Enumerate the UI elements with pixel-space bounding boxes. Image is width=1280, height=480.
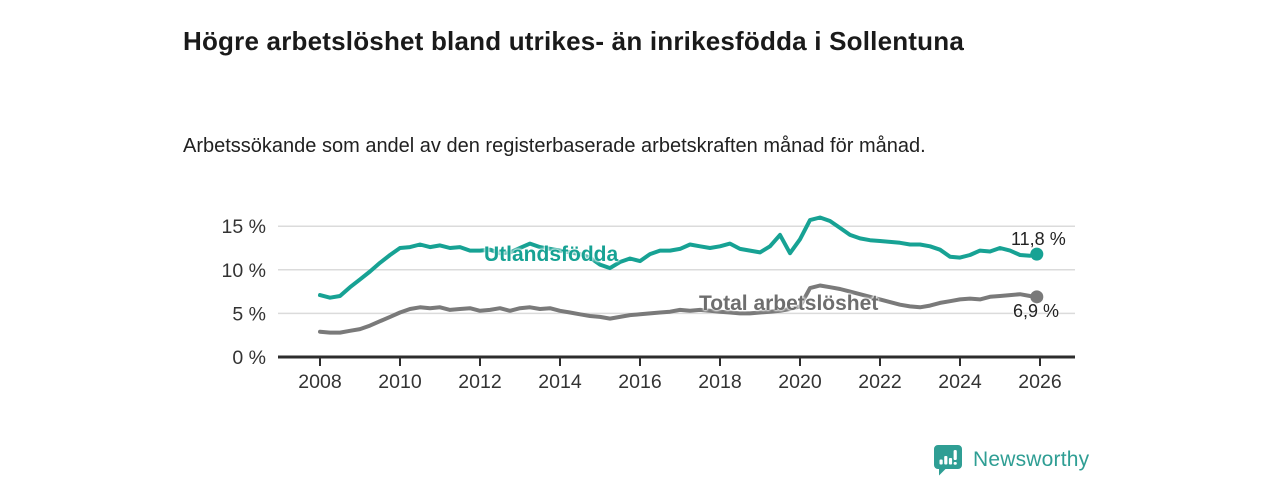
series-label-total-arbetsloshet: Total arbetslöshet bbox=[699, 292, 879, 315]
x-tick-label: 2008 bbox=[298, 371, 341, 393]
y-tick-label: 0 % bbox=[232, 347, 266, 369]
total-arbetsloshet-end-dot bbox=[1030, 290, 1044, 304]
newsworthy-logo-icon bbox=[934, 445, 962, 476]
newsworthy-brand: Newsworthy bbox=[933, 444, 1089, 476]
newsworthy-brand-text: Newsworthy bbox=[973, 448, 1090, 471]
y-tick-label: 15 % bbox=[222, 216, 266, 238]
x-tick-label: 2010 bbox=[378, 371, 422, 393]
x-tick-label: 2014 bbox=[538, 371, 582, 393]
page-title: Högre arbetslöshet bland utrikes- än inr… bbox=[183, 26, 964, 57]
x-tick-label: 2024 bbox=[938, 371, 982, 393]
x-tick-label: 2016 bbox=[618, 371, 661, 393]
x-tick-label: 2018 bbox=[698, 371, 741, 393]
utlandsfodda-line bbox=[318, 215, 1039, 300]
y-tick-label: 10 % bbox=[222, 260, 266, 282]
end-value-label-total: 6,9 % bbox=[1013, 301, 1060, 321]
x-tick-label: 2012 bbox=[458, 371, 501, 393]
y-tick-label: 5 % bbox=[232, 303, 266, 325]
total-arbetsloshet-line bbox=[318, 283, 1039, 335]
x-tick-label: 2022 bbox=[858, 371, 901, 393]
x-tick-label: 2020 bbox=[778, 371, 822, 393]
end-value-label-utlandsfodda: 11,8 % bbox=[1011, 229, 1066, 249]
utlandsfodda-end-dot bbox=[1030, 247, 1044, 261]
chart-subtitle: Arbetssökande som andel av den registerb… bbox=[183, 135, 926, 157]
x-tick-label: 2026 bbox=[1018, 371, 1061, 393]
series-label-utlandsfodda: Utlandsfödda bbox=[484, 243, 619, 266]
